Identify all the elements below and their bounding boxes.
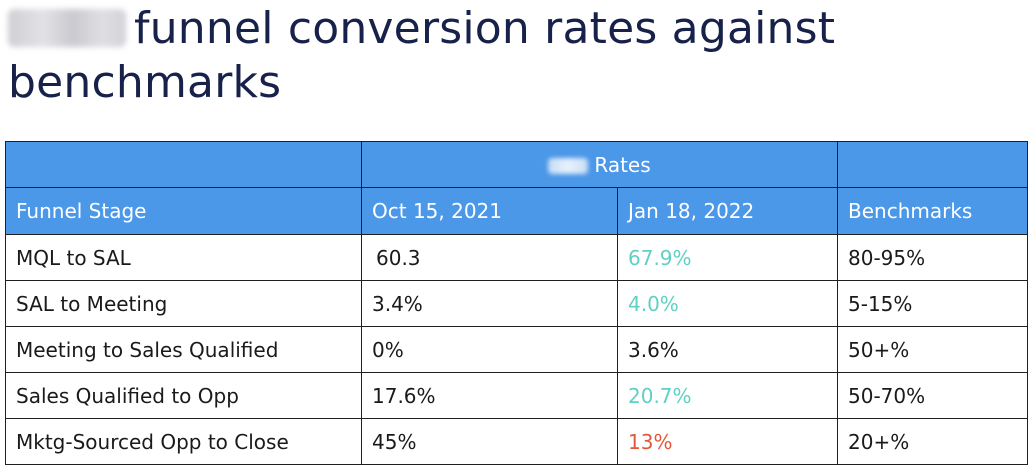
jan-rate-cell: 13% xyxy=(617,418,838,465)
oct-rate-cell: 0% xyxy=(361,326,618,373)
column-header-oct-15-2021: Oct 15, 2021 xyxy=(361,187,618,235)
jan-rate-cell: 3.6% xyxy=(617,326,838,373)
table-row: Mktg-Sourced Opp to Close 45% 13% 20+% xyxy=(5,418,1028,465)
column-header-funnel-stage: Funnel Stage xyxy=(5,187,362,235)
column-header-benchmarks: Benchmarks xyxy=(837,187,1028,235)
funnel-stage-cell: Sales Qualified to Opp xyxy=(5,372,362,419)
oct-rate-cell: 3.4% xyxy=(361,280,618,327)
oct-rate-cell: 17.6% xyxy=(361,372,618,419)
benchmark-cell: 20+% xyxy=(837,418,1028,465)
table-column-header-row: Funnel Stage Oct 15, 2021 Jan 18, 2022 B… xyxy=(5,187,1028,235)
page-title-text: funnel conversion rates against benchmar… xyxy=(8,3,836,108)
group-header-rates-label: Rates xyxy=(594,152,651,177)
page-title: funnel conversion rates against benchmar… xyxy=(8,2,1023,110)
redacted-logo xyxy=(8,9,126,47)
jan-rate-cell: 20.7% xyxy=(617,372,838,419)
group-header-empty-left xyxy=(5,141,362,188)
funnel-stage-cell: Meeting to Sales Qualified xyxy=(5,326,362,373)
table-row: SAL to Meeting 3.4% 4.0% 5-15% xyxy=(5,280,1028,327)
jan-rate-cell: 4.0% xyxy=(617,280,838,327)
funnel-stage-cell: MQL to SAL xyxy=(5,234,362,281)
group-header-empty-right xyxy=(837,141,1028,188)
table-group-header-row: Rates xyxy=(5,141,1028,188)
table-row: Meeting to Sales Qualified 0% 3.6% 50+% xyxy=(5,326,1028,373)
benchmark-cell: 50+% xyxy=(837,326,1028,373)
group-header-rates: Rates xyxy=(361,141,838,188)
jan-rate-cell: 67.9% xyxy=(617,234,838,281)
table-row: MQL to SAL 60.3 67.9% 80-95% xyxy=(5,234,1028,281)
column-header-jan-18-2022: Jan 18, 2022 xyxy=(617,187,838,235)
benchmark-cell: 50-70% xyxy=(837,372,1028,419)
redacted-label xyxy=(548,157,589,174)
benchmark-cell: 5-15% xyxy=(837,280,1028,327)
funnel-conversion-table: Rates Funnel Stage Oct 15, 2021 Jan 18, … xyxy=(5,141,1028,465)
table-row: Sales Qualified to Opp 17.6% 20.7% 50-70… xyxy=(5,372,1028,419)
benchmark-cell: 80-95% xyxy=(837,234,1028,281)
oct-rate-cell: 45% xyxy=(361,418,618,465)
funnel-stage-cell: Mktg-Sourced Opp to Close xyxy=(5,418,362,465)
funnel-stage-cell: SAL to Meeting xyxy=(5,280,362,327)
oct-rate-cell: 60.3 xyxy=(361,234,618,281)
